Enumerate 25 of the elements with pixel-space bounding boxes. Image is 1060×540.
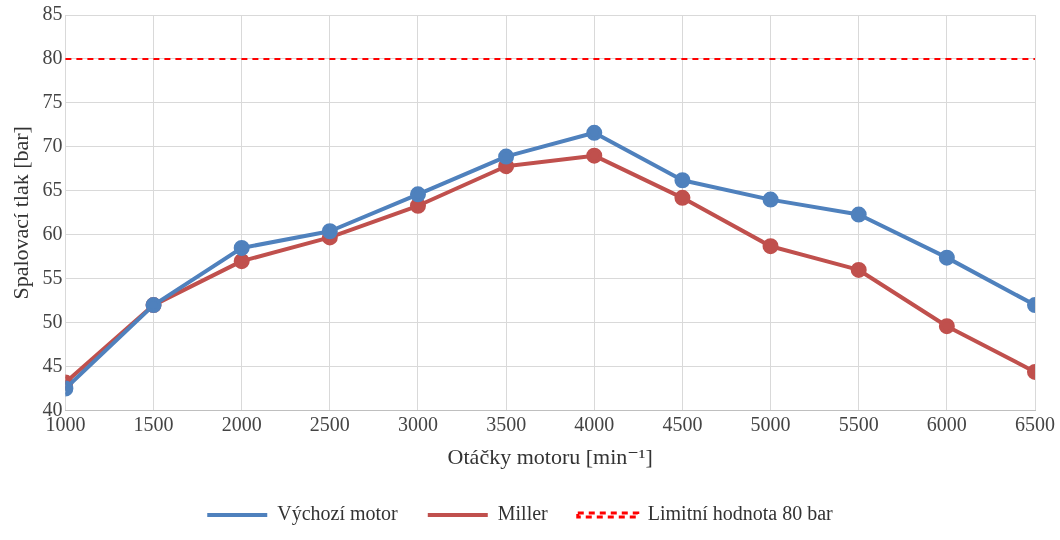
x-tick-label: 3500 (486, 412, 527, 435)
x-tick-label: 1500 (133, 412, 174, 435)
y-tick-label: 65 (42, 178, 63, 201)
y-tick-label: 45 (42, 353, 63, 376)
y-tick-label: 80 (42, 46, 63, 69)
x-tick-label: 6500 (1015, 412, 1055, 435)
y-tick-label: 85 (42, 2, 63, 25)
y-tick-label: 60 (42, 222, 63, 245)
x-tick-label: 5500 (838, 412, 879, 435)
legend-label: Limitní hodnota 80 bar (647, 502, 834, 525)
x-tick-label: 4500 (662, 412, 703, 435)
x-tick-label: 3000 (397, 412, 438, 435)
legend-label: Miller (497, 502, 549, 525)
x-tick-label: 2500 (309, 412, 350, 435)
y-tick-label: 70 (42, 134, 63, 157)
x-tick-label: 6000 (926, 412, 967, 435)
x-tick-label: 4000 (574, 412, 615, 435)
y-axis-title: Spalovací tlak [bar] (7, 126, 33, 300)
x-tick-label: 5000 (750, 412, 791, 435)
x-tick-label: 2000 (221, 412, 262, 435)
y-tick-label: 55 (42, 265, 63, 288)
legend-label: Výchozí motor (277, 502, 399, 526)
y-tick-label: 75 (42, 90, 63, 113)
x-axis-title: Otáčky motoru [min⁻¹] (447, 443, 653, 469)
y-tick-label: 50 (42, 309, 63, 332)
